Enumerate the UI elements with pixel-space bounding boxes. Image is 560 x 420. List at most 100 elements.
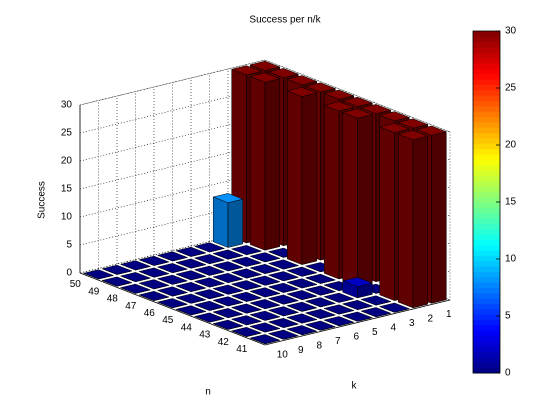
bar bbox=[175, 305, 207, 316]
bar bbox=[397, 130, 429, 309]
colorbar-band bbox=[473, 148, 500, 155]
colorbar-band bbox=[473, 218, 500, 224]
y-tick-label: 44 bbox=[181, 322, 193, 333]
bar-top bbox=[267, 271, 300, 282]
colorbar-band bbox=[473, 121, 500, 128]
bar-top bbox=[101, 264, 133, 275]
z-tick-label: 20 bbox=[61, 156, 73, 167]
colorbar-band bbox=[473, 271, 500, 278]
x-tick-label: 9 bbox=[298, 345, 304, 356]
bar-top bbox=[286, 278, 318, 289]
y-tick-label: 43 bbox=[199, 330, 211, 341]
colorbar-band bbox=[473, 191, 500, 198]
colorbar-band bbox=[473, 335, 500, 342]
colorbar-tick-label: 15 bbox=[505, 197, 517, 208]
bar-face bbox=[357, 114, 373, 287]
colorbar-band bbox=[473, 185, 500, 192]
colorbar-band bbox=[473, 169, 500, 176]
bar-top bbox=[304, 309, 337, 319]
bar-top bbox=[138, 291, 170, 301]
bar bbox=[249, 287, 281, 298]
bar bbox=[138, 291, 170, 301]
colorbar-band bbox=[473, 41, 500, 48]
bar bbox=[212, 193, 244, 248]
bar-face bbox=[264, 78, 281, 251]
bar-top bbox=[230, 268, 263, 279]
bar bbox=[267, 318, 300, 328]
y-tick-label: 47 bbox=[125, 301, 137, 312]
y-tick-label: 41 bbox=[236, 344, 248, 355]
colorbar-band bbox=[473, 362, 500, 369]
colorbar-band bbox=[473, 47, 500, 53]
colorbar-band bbox=[473, 196, 500, 203]
bar bbox=[101, 276, 133, 287]
bar bbox=[267, 306, 300, 317]
bar-top bbox=[286, 301, 318, 312]
colorbar-band bbox=[473, 105, 500, 112]
bar-top bbox=[212, 261, 244, 272]
bar bbox=[323, 292, 355, 303]
bar-top bbox=[249, 287, 281, 298]
colorbar-band bbox=[473, 287, 500, 294]
bar bbox=[175, 270, 207, 281]
bar-face bbox=[342, 112, 358, 287]
bar-top bbox=[286, 313, 318, 324]
bar-top bbox=[360, 307, 392, 318]
bar-top bbox=[286, 87, 318, 97]
bar bbox=[175, 258, 207, 269]
bar-top bbox=[119, 283, 152, 294]
bar-top bbox=[249, 310, 281, 321]
bar bbox=[193, 300, 226, 311]
bar-top bbox=[304, 297, 337, 308]
bar-top bbox=[212, 193, 244, 203]
bar bbox=[175, 246, 207, 257]
bar-face bbox=[397, 133, 414, 309]
bar-top bbox=[175, 293, 207, 304]
bar bbox=[323, 316, 355, 327]
bar bbox=[304, 320, 337, 331]
bar bbox=[230, 268, 263, 279]
x-tick-label: 8 bbox=[316, 340, 322, 351]
colorbar-band bbox=[473, 79, 500, 85]
bar bbox=[249, 299, 281, 309]
colorbar-band bbox=[473, 356, 500, 363]
z-axis-label: Success bbox=[37, 181, 48, 219]
bar-top bbox=[175, 282, 207, 292]
colorbar-band bbox=[473, 84, 500, 91]
bar-top bbox=[193, 312, 226, 323]
colorbar-band bbox=[473, 319, 500, 326]
colorbar-band bbox=[473, 57, 500, 64]
bar-top bbox=[175, 270, 207, 281]
colorbar-band bbox=[473, 266, 500, 272]
bar bbox=[138, 279, 170, 290]
bar-face bbox=[249, 76, 266, 251]
bar bbox=[249, 72, 281, 251]
bar-face bbox=[323, 104, 340, 280]
bar bbox=[230, 315, 263, 326]
colorbar-band bbox=[473, 250, 500, 256]
colorbar-band bbox=[473, 314, 500, 321]
bar-top bbox=[341, 108, 374, 119]
bar bbox=[193, 277, 226, 288]
bar-top bbox=[323, 292, 355, 303]
colorbar-band bbox=[473, 298, 500, 305]
bar bbox=[230, 303, 263, 314]
bar bbox=[101, 264, 133, 275]
y-tick-label: 50 bbox=[70, 279, 82, 290]
bar bbox=[267, 329, 300, 340]
bar bbox=[156, 286, 189, 297]
colorbar-band bbox=[473, 330, 500, 337]
colorbar-band bbox=[473, 31, 500, 37]
bar-top bbox=[156, 251, 189, 262]
colorbar-band bbox=[473, 143, 500, 150]
colorbar-band bbox=[473, 244, 500, 251]
bar-face bbox=[431, 131, 447, 304]
bar bbox=[212, 273, 244, 283]
colorbar-band bbox=[473, 351, 500, 358]
bar-top bbox=[267, 329, 300, 340]
bar bbox=[286, 313, 318, 324]
bar bbox=[230, 327, 263, 337]
bar-top bbox=[212, 308, 244, 318]
grid-line bbox=[79, 227, 451, 301]
bar bbox=[230, 245, 263, 255]
